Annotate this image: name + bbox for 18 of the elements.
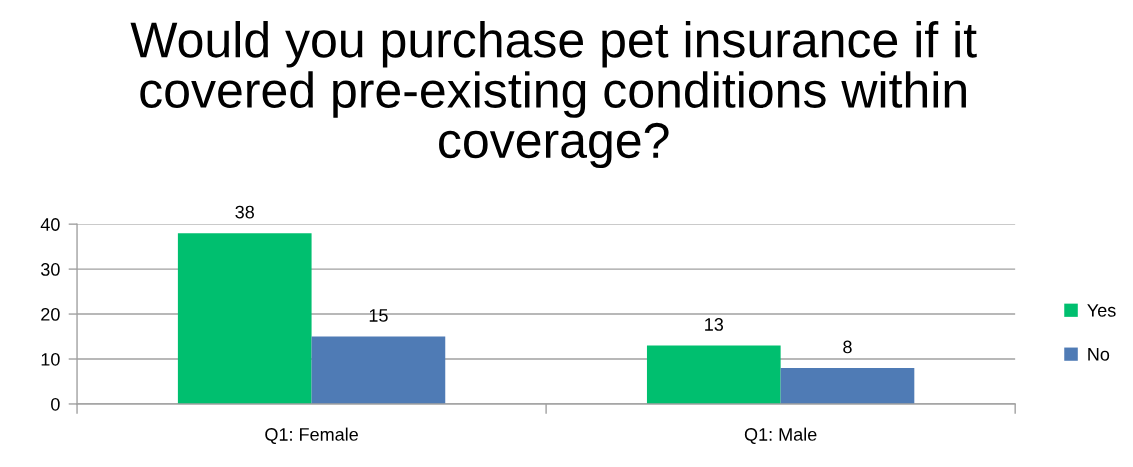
bar (780, 368, 915, 404)
x-tick-label: Q1: Female (265, 427, 358, 445)
data-label: 15 (369, 309, 388, 322)
bar (177, 233, 312, 404)
y-tick-label: 30 (40, 263, 60, 276)
data-label: 13 (705, 318, 724, 331)
y-tick-label: 10 (41, 352, 60, 366)
legend-label: No (1088, 348, 1110, 361)
y-tick-label: 20 (41, 307, 60, 321)
legend-label: Yes (1087, 304, 1116, 317)
y-tick-label: 40 (40, 218, 60, 231)
x-tick-label: Q1: Male (744, 427, 817, 445)
data-label: 38 (235, 205, 254, 219)
y-tick-label: 0 (51, 397, 60, 411)
bar (311, 336, 446, 404)
data-label: 8 (843, 340, 852, 354)
bar (646, 345, 781, 404)
chart-title: Would you purchase pet insurance if it covered pre-existing conditions within coverage? (130, 21, 977, 169)
